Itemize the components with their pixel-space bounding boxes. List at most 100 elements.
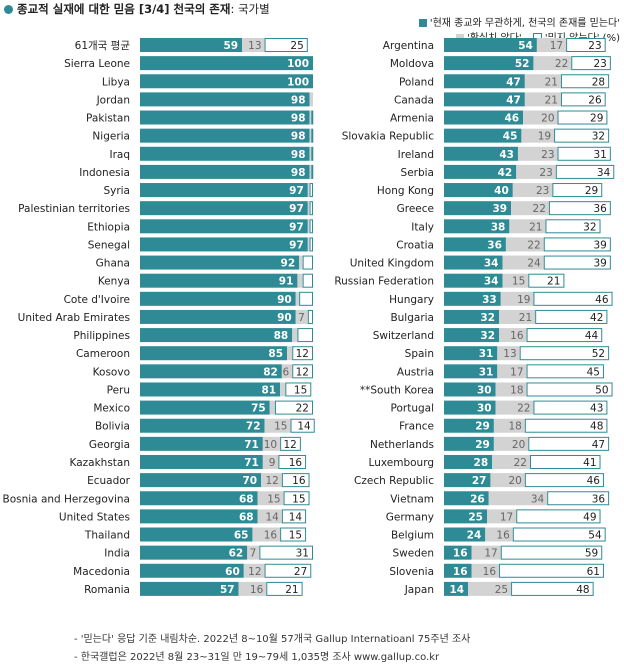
bar-not-believe (283, 491, 310, 506)
bar-believe (444, 92, 525, 107)
value-believe: 65 (234, 530, 249, 542)
bar-believe (140, 527, 253, 542)
value-unsure: 13 (503, 348, 516, 360)
value-believe: 46 (504, 113, 519, 125)
bar-believe (140, 418, 265, 433)
value-believe: 52 (515, 58, 530, 70)
bar-unsure (485, 527, 513, 542)
value-believe: 25 (468, 511, 483, 523)
bar-not-believe (526, 328, 603, 343)
bar-unsure (524, 74, 561, 89)
value-unsure: 23 (539, 167, 552, 179)
legend-row-1: '현재 종교와 무관하게, 천국의 존재를 믿는다' (411, 14, 620, 29)
value-unsure: 15 (512, 276, 525, 288)
country-label: Germany (386, 511, 434, 523)
value-unsure: 34 (531, 493, 545, 505)
value-unsure: 12 (248, 566, 261, 578)
value-unsure: 23 (536, 185, 549, 197)
value-believe: 90 (277, 312, 292, 324)
value-believe: 81 (262, 384, 277, 396)
bar-believe (140, 473, 262, 488)
bar-unsure (238, 581, 267, 596)
bar-unsure (295, 291, 300, 306)
value-believe: 100 (287, 58, 309, 70)
value-not-believe: 52 (592, 348, 605, 360)
bar-not-believe (543, 237, 611, 252)
bar-unsure (523, 110, 558, 125)
value-believe: 57 (220, 584, 235, 596)
bar-not-believe (566, 38, 606, 52)
value-believe: 32 (480, 330, 495, 342)
bar-unsure (502, 255, 544, 270)
value-unsure: 22 (533, 203, 546, 215)
country-label: Croatia (396, 239, 434, 251)
value-believe: 38 (491, 221, 506, 233)
value-not-believe: 46 (587, 475, 601, 487)
bar-believe (444, 56, 534, 71)
bar-believe (444, 38, 537, 52)
bar-unsure (511, 201, 549, 216)
bar-believe (140, 364, 282, 379)
value-not-believe: 23 (593, 58, 606, 70)
bar-believe (140, 581, 239, 596)
value-not-believe: 14 (289, 511, 303, 523)
country-label: France (399, 421, 434, 433)
chart-title: 종교적 실재에 대한 믿음 [3/4] 천국의 존재: 국가별 (4, 1, 270, 17)
bar-unsure (307, 201, 310, 216)
country-label: Indonesia (79, 167, 130, 179)
bar-not-believe (554, 128, 610, 143)
country-label: Sweden (393, 548, 435, 560)
country-label: Ireland (398, 149, 434, 161)
bar-not-believe (281, 473, 310, 488)
bar-not-believe (533, 400, 608, 415)
value-believe: 71 (244, 439, 259, 451)
bar-believe (444, 291, 501, 306)
value-not-believe: 34 (597, 167, 611, 179)
footnote-1: - '믿는다' 응답 기준 내림차순. 2022년 8~10월 57개국 Gal… (74, 634, 471, 645)
value-unsure: 17 (484, 548, 497, 560)
value-believe: 85 (268, 348, 283, 360)
value-not-believe: 15 (294, 384, 307, 396)
bar-unsure (497, 346, 520, 361)
country-label: Hong Kong (377, 185, 434, 197)
bar-unsure (497, 364, 527, 379)
bar-believe (140, 110, 310, 125)
country-label: Libya (102, 76, 130, 88)
country-label: Vietnam (390, 493, 434, 505)
value-believe: 98 (291, 113, 306, 125)
value-believe: 40 (494, 185, 509, 197)
value-unsure: 15 (274, 421, 287, 433)
bar-believe (444, 563, 472, 578)
value-unsure: 18 (508, 421, 521, 433)
value-not-believe: 44 (585, 330, 599, 342)
value-believe: 100 (287, 76, 309, 88)
bar-unsure (471, 545, 501, 560)
country-label: Portugal (391, 403, 435, 415)
country-label: Russian Federation (334, 276, 434, 288)
bar-not-believe (526, 382, 613, 397)
bar-unsure (261, 473, 282, 488)
value-unsure: 16 (264, 530, 278, 542)
value-not-believe: 47 (592, 439, 605, 451)
bar-believe (140, 454, 263, 469)
country-label: Spain (405, 348, 434, 360)
bar-believe (444, 382, 496, 397)
bar-not-believe (557, 146, 611, 161)
value-not-believe: 12 (296, 366, 309, 378)
bar-unsure (499, 328, 527, 343)
value-believe: 97 (289, 203, 304, 215)
value-not-believe: 31 (296, 548, 309, 560)
country-label: Peru (107, 384, 130, 396)
value-not-believe: 45 (587, 366, 600, 378)
bar-unsure (490, 473, 525, 488)
value-unsure: 17 (550, 40, 563, 52)
value-believe: 31 (479, 366, 494, 378)
country-label: Syria (103, 185, 130, 197)
bar-unsure (309, 164, 312, 179)
value-unsure: 14 (265, 511, 279, 523)
value-believe: 30 (477, 384, 492, 396)
bar-not-believe (511, 581, 594, 596)
value-believe: 97 (289, 239, 304, 251)
bar-not-believe (297, 328, 313, 343)
